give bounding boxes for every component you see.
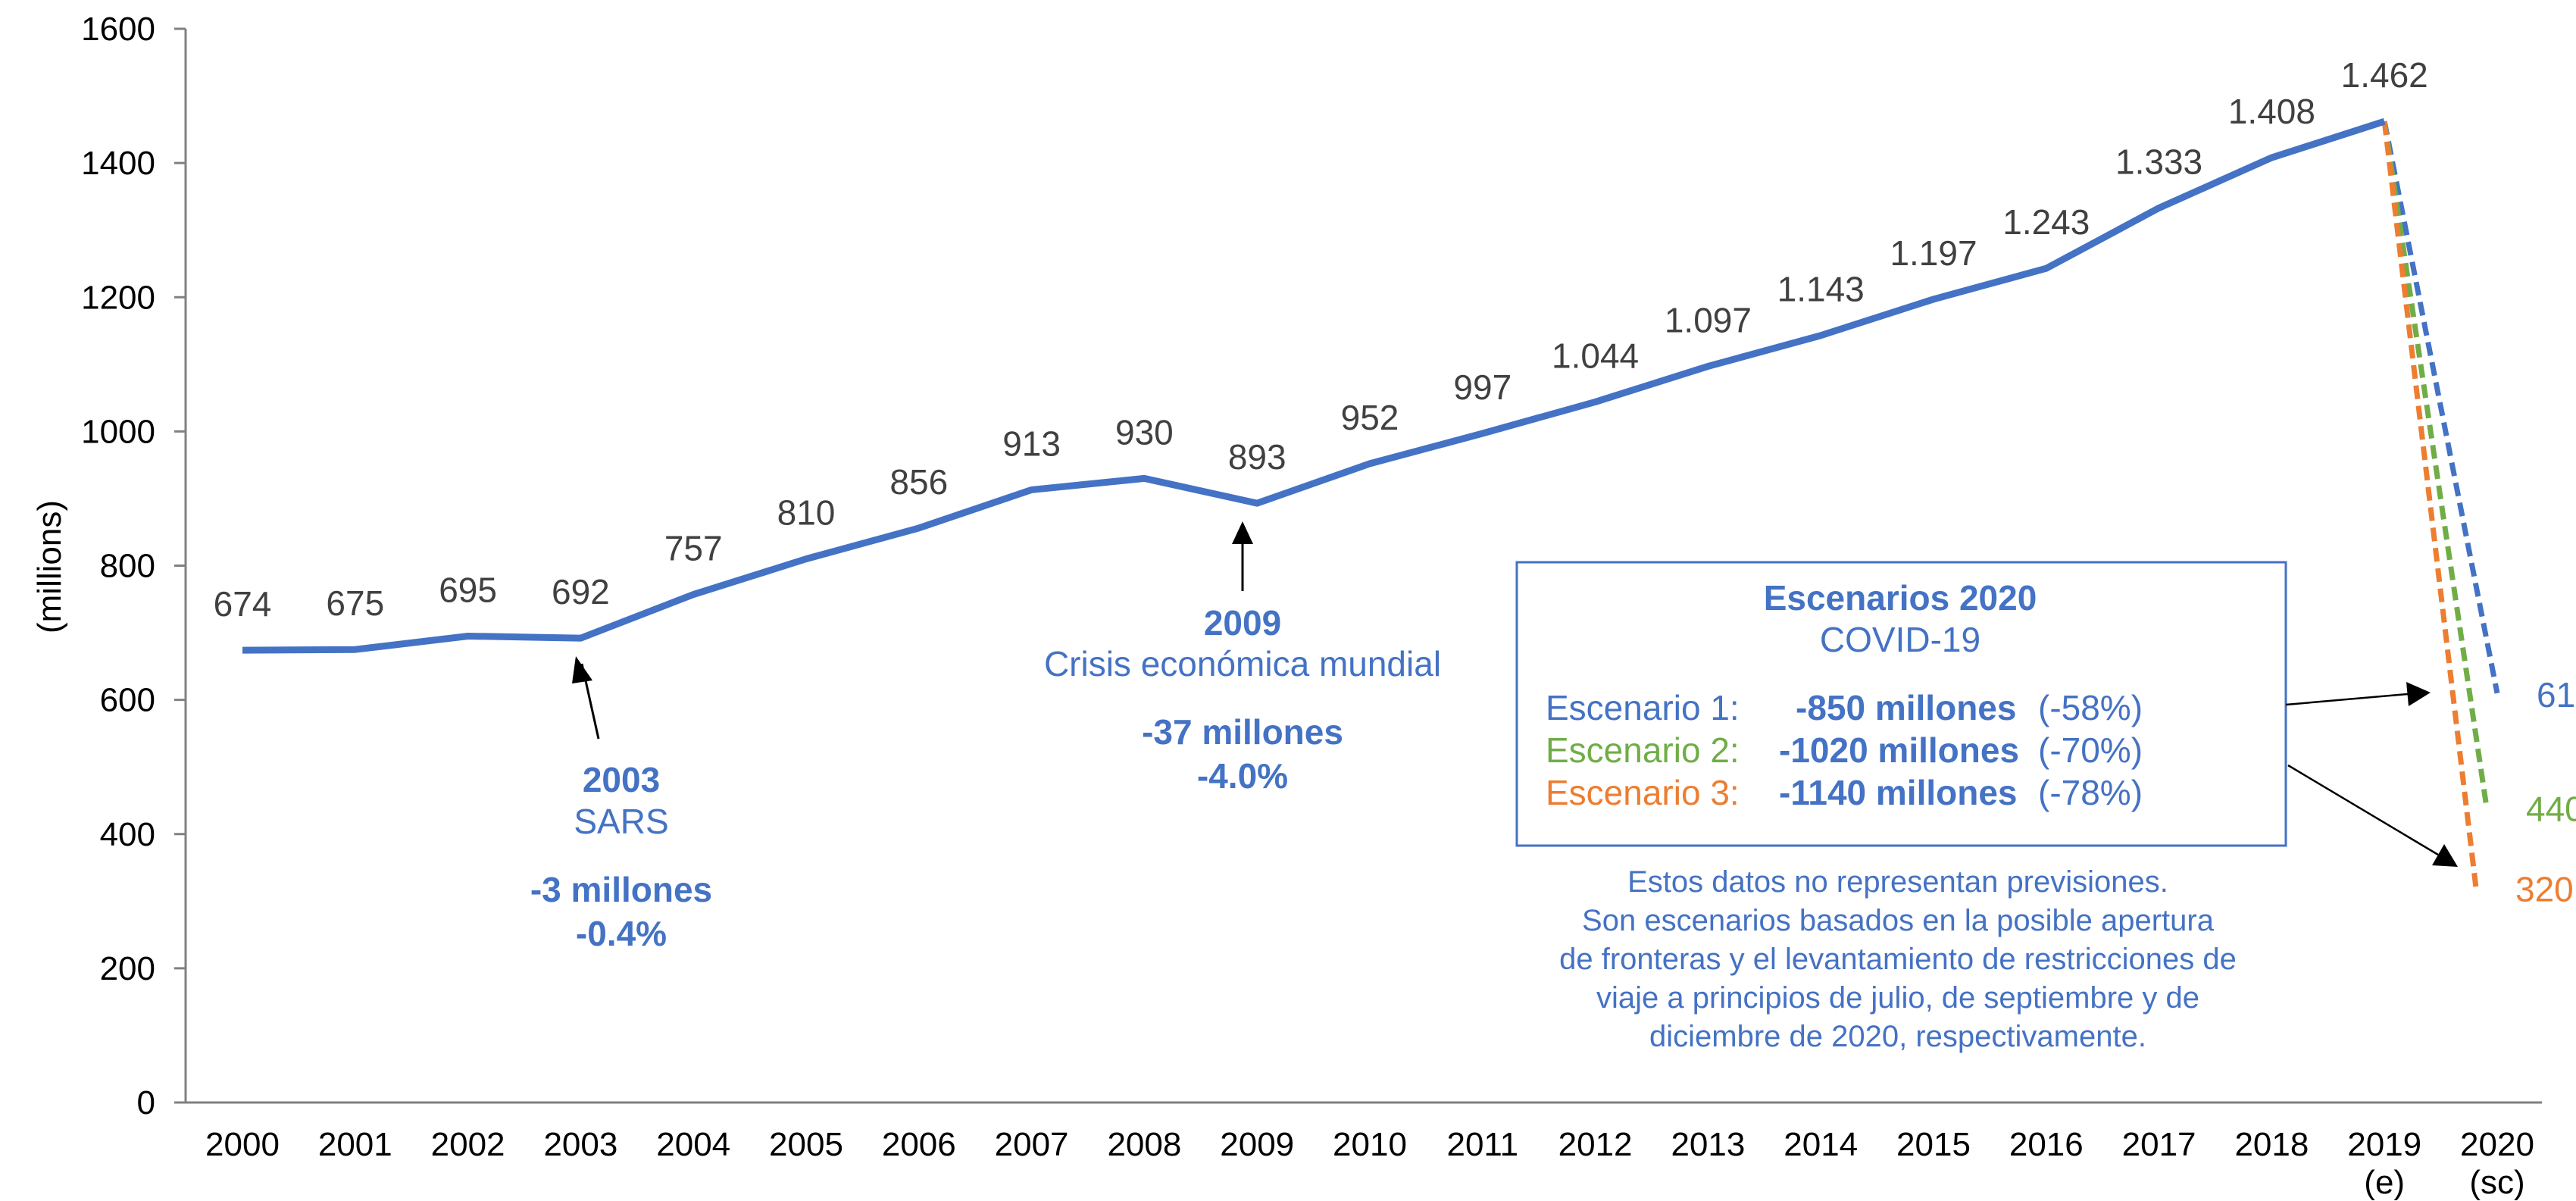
- data-label: 757: [664, 529, 723, 568]
- data-label: 1.044: [1552, 336, 1639, 375]
- note-line: viaje a principios de julio, de septiemb…: [1596, 981, 2199, 1015]
- y-tick-label: 1400: [81, 145, 155, 182]
- x-tick-label: 2004: [656, 1126, 730, 1163]
- scenario-3-pct: (-78%): [2038, 773, 2143, 812]
- y-axis-ticks: 0 200 400 600 800 1000 1200 1400 1600: [81, 11, 186, 1121]
- crisis-title: 2009: [1204, 603, 1281, 643]
- sars-line1: -3 millones: [530, 870, 712, 909]
- box-arrow-2-head: [2432, 844, 2458, 867]
- crisis-line1: -37 millones: [1142, 712, 1343, 752]
- data-label: 893: [1228, 437, 1286, 477]
- x-tick-label: 2006: [882, 1126, 956, 1163]
- scenario-3-name: Escenario 3:: [1546, 773, 1740, 812]
- data-label: 1.462: [2341, 55, 2428, 95]
- data-label: 1.097: [1665, 300, 1752, 339]
- x-tick-sublabel: (e): [2364, 1164, 2405, 1201]
- scenario-3-value: -1140 millones: [1779, 773, 2018, 812]
- data-label: 997: [1453, 367, 1512, 407]
- x-tick-label: 2003: [543, 1126, 617, 1163]
- scenario-note: Estos datos no representan previsiones. S…: [1559, 865, 2237, 1053]
- x-axis-ticks: 2000 2001 2002 2003 2004 2005 2006 2007 2008 2009…: [205, 1126, 2534, 1201]
- x-tick-label: 2013: [1671, 1126, 1745, 1163]
- y-tick-label: 400: [100, 816, 155, 853]
- series-group: [242, 117, 2386, 654]
- x-tick-sublabel: (sc): [2469, 1164, 2524, 1201]
- x-tick-label: 2000: [205, 1126, 280, 1163]
- scenario-end-label: 440: [2526, 789, 2576, 828]
- note-line: Estos datos no representan previsiones.: [1627, 865, 2168, 899]
- scenario-box-title: Escenarios 2020: [1764, 578, 2037, 618]
- sars-title: 2003: [583, 760, 660, 799]
- x-tick-label: 2016: [2009, 1126, 2084, 1163]
- scenario-box: [1515, 561, 2287, 847]
- box-arrow-1-head: [2406, 682, 2431, 706]
- data-label: 675: [326, 583, 384, 623]
- scenario-lines: 610 440 320: [2381, 120, 2576, 909]
- note-line: diciembre de 2020, respectivamente.: [1649, 1020, 2146, 1053]
- x-tick-label: 2019: [2347, 1126, 2421, 1163]
- scenario-1-value: -850 millones: [1796, 688, 2016, 727]
- x-tick-label: 2017: [2122, 1126, 2196, 1163]
- y-tick-label: 200: [100, 950, 155, 987]
- data-label: 695: [439, 570, 497, 609]
- sars-subtitle: SARS: [574, 802, 668, 841]
- box-arrow-2: [2287, 764, 2439, 856]
- data-label: 1.408: [2228, 92, 2315, 131]
- y-tick-label: 1600: [81, 11, 155, 48]
- y-axis-label: (millions): [31, 500, 68, 633]
- data-labels: 674 675 695 692 757 810 856 913 930 893 952 997 1.04…: [214, 55, 2428, 624]
- x-tick-label: 2009: [1220, 1126, 1294, 1163]
- x-tick-label: 2015: [1896, 1126, 1971, 1163]
- data-label: 692: [552, 572, 610, 611]
- scenario-end-label: 610: [2537, 675, 2576, 715]
- data-label: 1.143: [1777, 270, 1865, 309]
- data-label: 1.333: [2115, 142, 2202, 181]
- x-tick-label: 2008: [1107, 1126, 1181, 1163]
- y-tick-label: 0: [137, 1084, 155, 1121]
- sars-line2: -0.4%: [576, 914, 667, 953]
- scenario-2-pct: (-70%): [2038, 730, 2143, 770]
- x-tick-label: 2001: [318, 1126, 392, 1163]
- scenario-end-label: 320: [2515, 870, 2574, 909]
- y-tick-label: 800: [100, 548, 155, 585]
- y-tick-label: 1000: [81, 413, 155, 450]
- data-label: 810: [777, 493, 836, 533]
- scenario-2-value: -1020 millones: [1779, 730, 2019, 770]
- x-tick-label: 2002: [431, 1126, 505, 1163]
- scenario-line: [2381, 120, 2500, 694]
- x-tick-label: 2020: [2460, 1126, 2534, 1163]
- scenario-line: [2381, 120, 2479, 889]
- data-label: 952: [1341, 398, 1399, 437]
- x-tick-label: 2014: [1784, 1126, 1858, 1163]
- x-tick-label: 2011: [1446, 1126, 1518, 1163]
- x-tick-label: 2012: [1558, 1126, 1633, 1163]
- data-label: 674: [214, 584, 272, 624]
- crisis-subtitle: Crisis económica mundial: [1044, 644, 1441, 683]
- y-tick-label: 600: [100, 682, 155, 719]
- x-tick-label: 2005: [769, 1126, 843, 1163]
- scenario-1-pct: (-58%): [2038, 688, 2143, 727]
- y-tick-label: 1200: [81, 279, 155, 316]
- x-tick-label: 2010: [1333, 1126, 1407, 1163]
- scenario-line: [2381, 120, 2490, 808]
- scenario-box-subtitle: COVID-19: [1820, 620, 1980, 659]
- sars-arrowhead: [572, 656, 592, 683]
- crisis-line2: -4.0%: [1197, 756, 1288, 796]
- note-line: Son escenarios basados en la posible ape…: [1582, 904, 2215, 937]
- x-tick-label: 2007: [995, 1126, 1069, 1163]
- data-label: 913: [1002, 424, 1061, 463]
- scenario-1-name: Escenario 1:: [1546, 688, 1740, 727]
- data-label: 1.243: [2002, 202, 2090, 242]
- series-line: [242, 117, 2386, 654]
- x-tick-label: 2018: [2234, 1126, 2309, 1163]
- data-label: 1.197: [1890, 233, 1977, 273]
- note-line: de fronteras y el levantamiento de restr…: [1559, 943, 2237, 976]
- scenario-2-name: Escenario 2:: [1546, 730, 1740, 770]
- crisis-arrowhead: [1232, 521, 1253, 544]
- data-label: 856: [889, 462, 948, 502]
- data-label: 930: [1115, 412, 1174, 452]
- box-arrow-1: [2285, 693, 2409, 706]
